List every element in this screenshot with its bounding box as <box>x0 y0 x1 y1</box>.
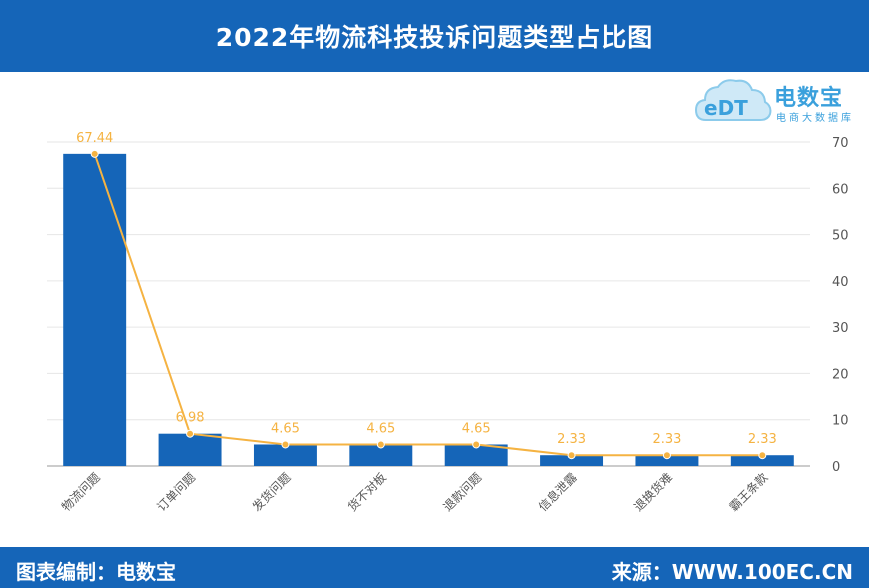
data-label: 6.98 <box>176 411 205 426</box>
y-tick-label: 40 <box>832 275 849 290</box>
logo-mark: eDT <box>704 96 748 120</box>
y-tick-labels: 0 10 20 30 40 50 60 70 <box>832 136 849 475</box>
trend-line <box>90 149 767 460</box>
x-tick-label: 订单问题 <box>154 470 198 514</box>
y-tick-label: 60 <box>832 182 849 197</box>
y-tick-label: 0 <box>832 460 840 475</box>
trend-line-path <box>93 153 763 457</box>
trend-point <box>758 451 767 460</box>
data-labels: 67.44 6.98 4.65 4.65 4.65 2.33 2.33 2.33 <box>76 131 777 447</box>
bars <box>63 153 794 467</box>
x-tick-labels: 物流问题 订单问题 发货问题 货不对板 退款问题 信息泄露 退换货难 霸王条款 <box>59 470 770 515</box>
chart-title: 2022年物流科技投诉问题类型占比图 <box>215 23 654 52</box>
logo-subtitle: 电商大数据库 <box>776 113 854 124</box>
chart-header: 2022年物流科技投诉问题类型占比图 <box>0 0 869 72</box>
data-label: 4.65 <box>271 421 300 436</box>
data-label: 67.44 <box>76 131 113 146</box>
x-tick-label: 发货问题 <box>249 470 294 515</box>
data-label: 2.33 <box>652 432 681 447</box>
trend-point <box>376 440 385 449</box>
y-tick-label: 20 <box>832 367 849 382</box>
bar-line-chart: 67.44 6.98 4.65 4.65 4.65 2.33 2.33 2.33 物流问题 订单… <box>47 131 849 515</box>
trend-point <box>186 429 195 438</box>
trend-point <box>472 440 481 449</box>
y-tick-label: 50 <box>832 229 849 244</box>
footer-source: 来源：WWW.100EC.CN <box>611 560 853 584</box>
trend-point <box>90 149 99 158</box>
bar <box>63 153 127 467</box>
trend-point <box>567 451 576 460</box>
logo-brand: 电数宝 <box>774 86 844 111</box>
y-tick-label: 70 <box>832 136 849 151</box>
x-tick-label: 货不对板 <box>344 470 389 515</box>
bar <box>635 455 699 466</box>
chart-footer: 图表编制：电数宝 来源：WWW.100EC.CN <box>0 547 869 588</box>
x-tick-label: 退换货难 <box>631 470 676 515</box>
x-tick-label: 信息泄露 <box>535 470 580 515</box>
bar <box>253 444 317 466</box>
bar <box>158 433 222 466</box>
brand-logo: eDT 电数宝 电商大数据库 <box>694 76 864 126</box>
y-tick-label: 10 <box>832 414 849 429</box>
y-tick-label: 30 <box>832 321 849 336</box>
x-tick-label: 退款问题 <box>440 470 484 514</box>
x-tick-label: 物流问题 <box>59 470 103 514</box>
data-label: 2.33 <box>557 432 586 447</box>
x-tick-label: 霸王条款 <box>727 470 771 514</box>
bar <box>730 455 794 466</box>
bar <box>540 455 604 466</box>
footer-credit: 图表编制：电数宝 <box>16 560 176 584</box>
data-label: 4.65 <box>462 421 491 436</box>
trend-point <box>662 451 671 460</box>
grid-lines <box>47 141 810 467</box>
bar <box>349 444 413 466</box>
trend-point <box>281 440 290 449</box>
data-label: 4.65 <box>366 421 395 436</box>
bar <box>444 444 508 466</box>
cloud-logo-icon: eDT <box>694 79 772 121</box>
data-label: 2.33 <box>748 432 777 447</box>
